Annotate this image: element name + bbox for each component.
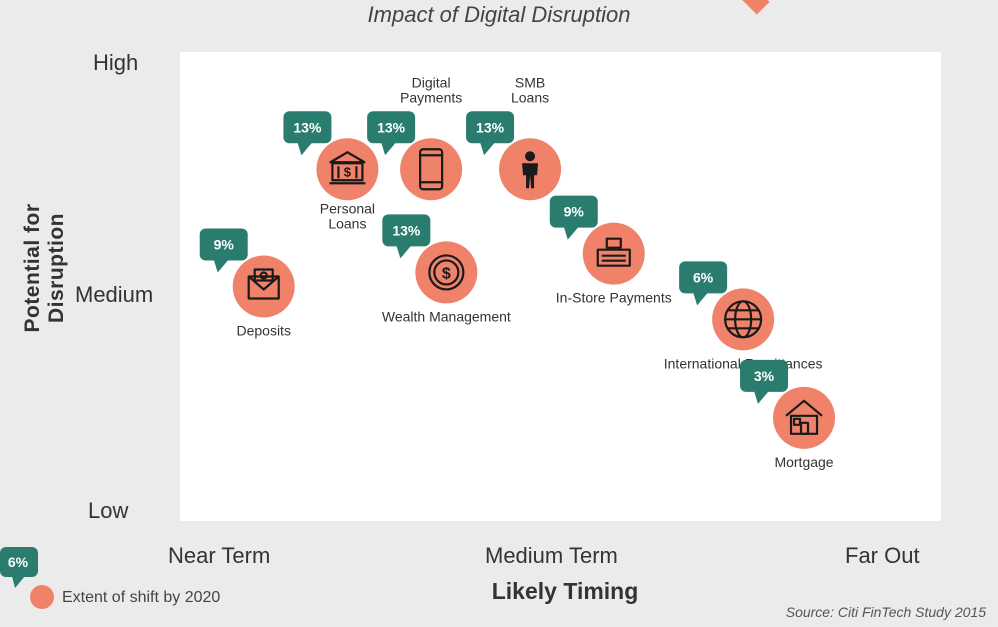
svg-text:Payments: Payments (400, 89, 462, 105)
data-point-international-remittances: 6%International Remittances (664, 261, 823, 371)
bubble-in-store-payments (582, 222, 645, 285)
x-tick-far-out: Far Out (845, 543, 920, 568)
x-axis-label: Likely Timing (491, 578, 639, 604)
svg-text:13%: 13% (476, 119, 505, 135)
svg-text:$: $ (344, 164, 352, 179)
svg-text:13%: 13% (377, 119, 406, 135)
bank-icon: $ (329, 151, 366, 185)
bubble-mortgage (773, 386, 836, 449)
bubble-wealth-management (415, 241, 478, 304)
svg-text:6%: 6% (693, 269, 714, 285)
house-icon (785, 399, 823, 435)
legend-badge: 6% (0, 547, 38, 588)
svg-text:In-Store Payments: In-Store Payments (556, 290, 672, 306)
shift-badge-deposits: 9% (199, 228, 248, 273)
svg-text:Personal: Personal (320, 200, 375, 216)
y-tick-low: Low (88, 498, 129, 523)
data-point-wealth-management: $13% Wealth Management (382, 214, 511, 324)
y-tick-high: High (93, 50, 139, 75)
y-tick-medium: Medium (75, 282, 154, 307)
shift-badge-digital-payments: 13% (367, 111, 416, 156)
point-label-deposits: Deposits (236, 323, 290, 339)
shift-badge-smb-loans: 13% (466, 111, 515, 156)
smartphone-icon (419, 148, 444, 191)
svg-text:Deposits: Deposits (236, 323, 290, 339)
source-note: Source: Citi FinTech Study 2015 (785, 604, 986, 620)
envelope-icon (247, 268, 280, 300)
point-label-wealth-management: Wealth Management (382, 308, 511, 324)
data-point-in-store-payments: 9% In-Store Payments (549, 195, 672, 306)
point-label-mortgage: Mortgage (774, 454, 833, 470)
svg-text:Loans: Loans (328, 215, 366, 231)
bubble-personal-loans (316, 138, 379, 201)
point-label-in-store-payments: In-Store Payments (556, 290, 672, 306)
x-tick-near-term: Near Term (168, 543, 271, 568)
svg-text:6%: 6% (8, 554, 29, 570)
shift-badge-wealth-management: 13% (382, 214, 431, 259)
dollar-coin-icon: $ (428, 254, 465, 291)
chart-title: Impact of Digital Disruption (367, 2, 631, 27)
svg-text:SMB: SMB (515, 74, 545, 90)
svg-text:13%: 13% (392, 222, 421, 238)
svg-text:Loans: Loans (511, 89, 549, 105)
shift-badge-international-remittances: 6% (679, 261, 728, 306)
cash-register-icon (596, 237, 631, 267)
bubble-deposits (232, 255, 295, 318)
svg-text:Digital: Digital (412, 74, 451, 90)
svg-text:$: $ (442, 265, 451, 282)
svg-text:Wealth Management: Wealth Management (382, 308, 511, 324)
shift-badge-personal-loans: 13% (283, 111, 332, 156)
svg-text:Mortgage: Mortgage (774, 454, 833, 470)
data-point-mortgage: 3% Mortgage (740, 359, 836, 470)
bubble-digital-payments (400, 138, 463, 201)
shift-badge-mortgage: 3% (740, 359, 789, 404)
x-tick-medium-term: Medium Term (485, 543, 618, 568)
svg-text:9%: 9% (214, 237, 235, 253)
legend-marker: 6% (0, 547, 54, 609)
shift-badge-in-store-payments: 9% (549, 195, 598, 240)
svg-text:9%: 9% (564, 204, 585, 220)
data-point-deposits: 9% Deposits (199, 228, 295, 339)
businessperson-icon (522, 151, 539, 189)
svg-text:13%: 13% (293, 119, 322, 135)
svg-text:3%: 3% (754, 368, 775, 384)
legend-label: Extent of shift by 2020 (62, 589, 221, 606)
globe-icon (724, 300, 763, 339)
